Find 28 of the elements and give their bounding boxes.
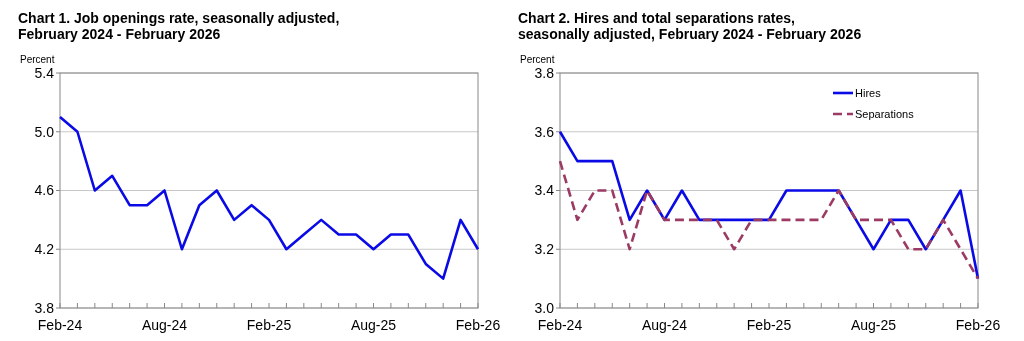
- x-tick-label: Feb-26: [455, 317, 501, 333]
- y-tick-label: 5.0: [34, 123, 55, 140]
- line-series: [558, 159, 980, 280]
- x-tick-label: Feb-25: [746, 317, 792, 333]
- y-tick-label: 5.4: [34, 64, 55, 81]
- x-tick-label: Aug-24: [641, 317, 688, 333]
- y-tick-label: 4.2: [34, 241, 55, 258]
- y-tick-label: 4.6: [34, 182, 55, 199]
- legend-label: Separations: [855, 107, 915, 120]
- y-tick-label: 3.8: [34, 299, 55, 316]
- line-series: [58, 115, 480, 280]
- x-tick-label: Feb-26: [955, 317, 1001, 333]
- chart-title: Chart 2. Hires and total separations rates, seasonally adjusted, February 2024 - February 2026: [518, 10, 862, 42]
- y-axis-title: Percent: [520, 54, 555, 65]
- y-tick-label: 3.2: [534, 241, 555, 258]
- x-tick-label: Aug-24: [141, 317, 188, 333]
- x-tick-label: Aug-25: [350, 317, 397, 333]
- y-tick-label: 3.8: [534, 64, 555, 81]
- y-tick-label: 3.0: [534, 299, 555, 316]
- x-tick-label: Feb-24: [537, 317, 583, 333]
- x-tick-label: Feb-24: [37, 317, 83, 333]
- y-tick-label: 3.4: [534, 182, 555, 199]
- x-tick-label: Aug-25: [850, 317, 897, 333]
- chart-title: Chart 1. Job openings rate, seasonally adjusted, February 2024 - February 2026: [18, 10, 340, 42]
- legend-label: Hires: [855, 86, 882, 99]
- x-tick-label: Feb-25: [246, 317, 292, 333]
- y-tick-label: 3.6: [534, 123, 555, 140]
- y-axis-title: Percent: [20, 54, 55, 65]
